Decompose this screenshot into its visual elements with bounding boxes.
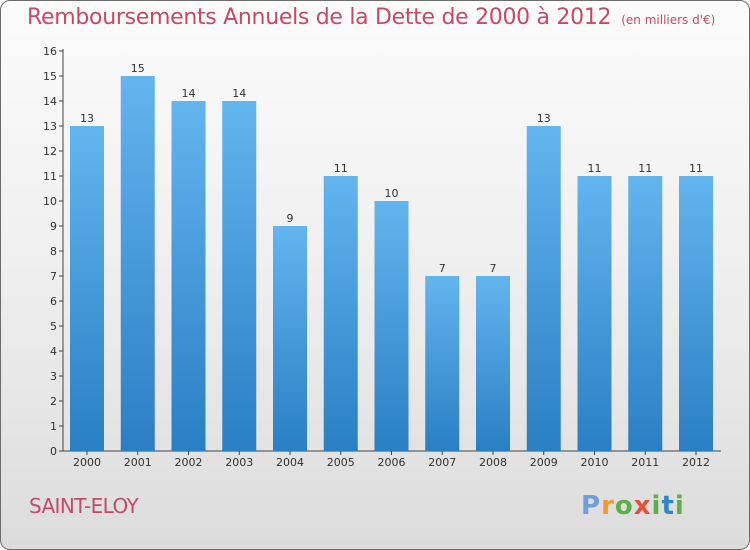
data-label: 9 [287,212,294,225]
y-tick-label: 5 [50,320,57,333]
y-tick-label: 10 [43,195,57,208]
bar[interactable] [577,176,612,451]
x-tick-label: 2004 [276,456,304,469]
x-tick-label: 2001 [124,456,152,469]
y-tick-label: 12 [43,145,57,158]
bar[interactable] [425,276,460,451]
y-tick-label: 14 [43,95,57,108]
y-tick-label: 2 [50,395,57,408]
data-label: 13 [537,112,551,125]
y-tick-label: 15 [43,70,57,83]
x-tick-label: 2002 [175,456,203,469]
bar[interactable] [323,176,358,451]
bar[interactable] [273,226,307,451]
x-tick-label: 2007 [428,456,456,469]
data-label: 11 [588,162,602,175]
x-tick-label: 2010 [581,456,609,469]
bar[interactable] [374,201,409,451]
bar[interactable] [171,101,206,451]
bar[interactable] [526,126,561,451]
y-tick-label: 1 [50,420,57,433]
x-tick-label: 2012 [682,456,710,469]
x-tick-label: 2000 [73,456,101,469]
x-tick-label: 2009 [530,456,558,469]
bar[interactable] [679,176,713,451]
x-tick-label: 2011 [631,456,659,469]
data-label: 13 [80,112,94,125]
y-tick-label: 8 [50,245,57,258]
bars [70,76,713,451]
data-label: 14 [232,87,246,100]
data-label: 10 [385,187,399,200]
data-label: 11 [689,162,703,175]
y-tick-label: 16 [43,45,57,58]
bar[interactable] [222,101,257,451]
data-label: 14 [182,87,196,100]
x-tick-label: 2008 [479,456,507,469]
data-label: 15 [131,62,145,75]
chart-unit: (en milliers d'€) [621,13,716,27]
x-tick-label: 2003 [225,456,253,469]
chart-title: Remboursements Annuels de la Dette de 20… [27,5,715,30]
y-tick-label: 4 [50,345,57,358]
data-label: 11 [334,162,348,175]
data-label: 7 [490,262,497,275]
chart-title-text: Remboursements Annuels de la Dette de 20… [27,5,612,30]
x-tick-label: 2005 [327,456,355,469]
bar[interactable] [476,276,510,451]
y-tick-label: 3 [50,370,57,383]
bar[interactable] [70,126,104,451]
commune-name: SAINT-ELOY [29,494,139,518]
data-label: 11 [638,162,652,175]
y-tick-label: 11 [43,170,57,183]
y-tick-label: 13 [43,120,57,133]
y-tick-label: 7 [50,270,57,283]
bar[interactable] [628,176,663,451]
y-tick-label: 6 [50,295,57,308]
data-label: 7 [439,262,446,275]
x-tick-label: 2006 [378,456,406,469]
proxiti-logo[interactable]: Proxiti [581,491,685,521]
y-tick-label: 9 [50,220,57,233]
data-labels: 13 15 14 14 9 11 10 7 7 13 11 11 11 [80,62,703,275]
bar[interactable] [120,76,155,451]
y-tick-label: 0 [50,445,57,458]
